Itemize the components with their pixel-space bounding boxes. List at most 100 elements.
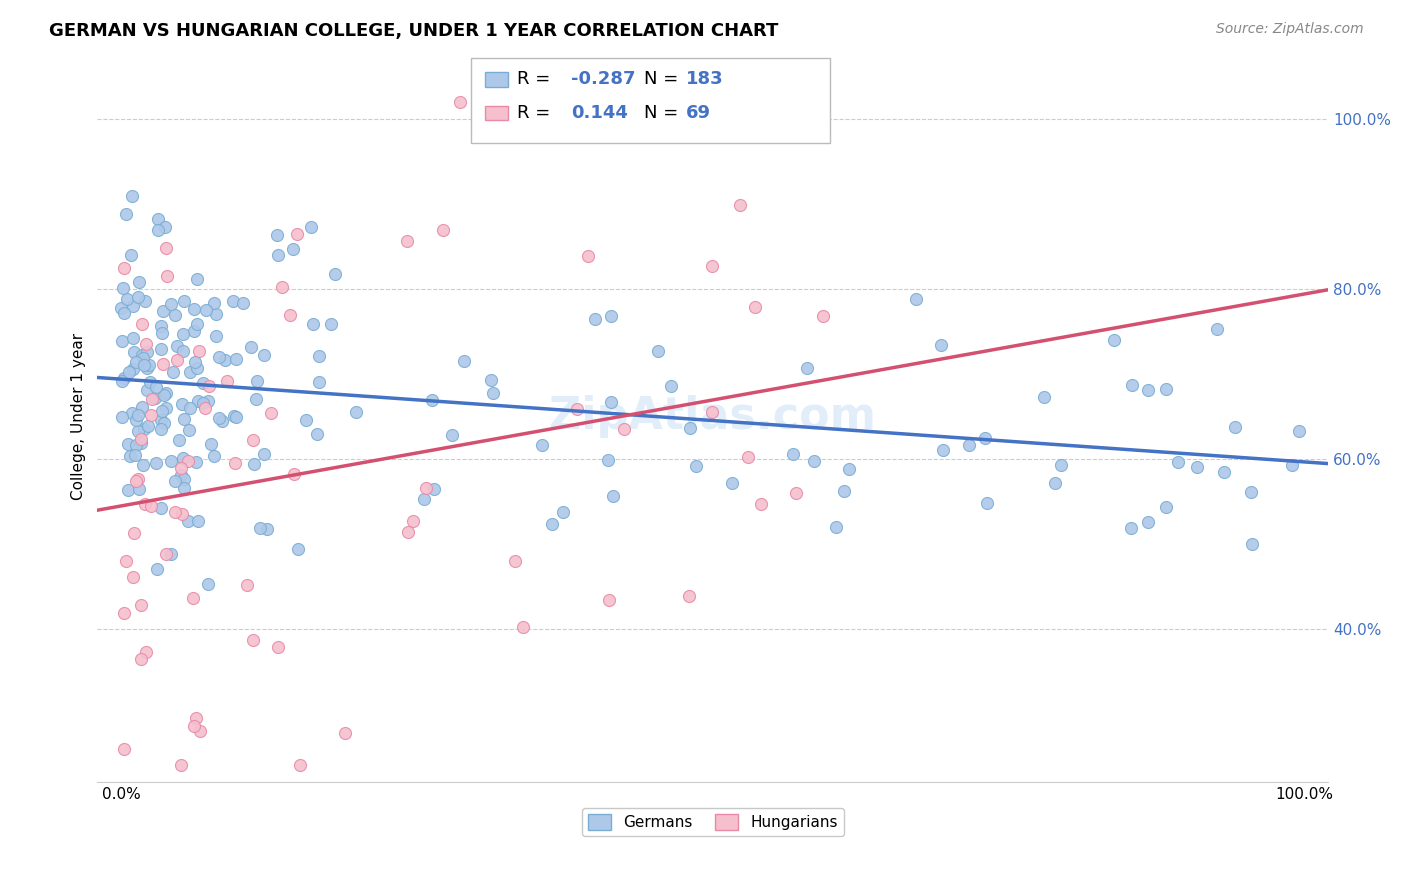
Point xyxy=(128,276,150,290)
Point xyxy=(702,405,724,419)
Point xyxy=(163,474,186,488)
Point xyxy=(1045,475,1067,490)
Point xyxy=(134,293,156,308)
Point xyxy=(135,337,157,351)
Point xyxy=(132,351,155,365)
Point xyxy=(138,376,160,390)
Point xyxy=(135,360,157,375)
Point xyxy=(135,383,157,397)
Point xyxy=(302,317,325,331)
Point xyxy=(112,742,135,756)
Point xyxy=(122,330,145,344)
Text: 0.144: 0.144 xyxy=(571,104,627,122)
Point xyxy=(121,361,143,376)
Point xyxy=(155,220,177,235)
Text: R =: R = xyxy=(517,70,557,88)
Point xyxy=(150,422,173,436)
Point xyxy=(415,481,437,495)
Point xyxy=(135,345,157,359)
Point xyxy=(288,757,311,772)
Point xyxy=(211,414,233,428)
Point xyxy=(149,501,172,516)
Text: GERMAN VS HUNGARIAN COLLEGE, UNDER 1 YEAR CORRELATION CHART: GERMAN VS HUNGARIAN COLLEGE, UNDER 1 YEA… xyxy=(49,22,779,40)
Point xyxy=(242,632,264,647)
Point xyxy=(281,242,304,256)
Point xyxy=(117,483,139,498)
Point xyxy=(583,312,606,326)
Point xyxy=(420,393,443,408)
Point xyxy=(143,391,166,405)
Point xyxy=(271,280,294,294)
Point xyxy=(432,223,454,237)
Point xyxy=(225,351,247,366)
Point xyxy=(170,461,193,475)
Point xyxy=(127,289,149,303)
Point xyxy=(245,392,267,406)
Point xyxy=(214,352,236,367)
Point xyxy=(1225,419,1247,434)
Point xyxy=(423,482,446,496)
Point xyxy=(184,355,207,369)
Point xyxy=(127,472,149,486)
Point xyxy=(155,547,177,561)
Point xyxy=(177,423,200,437)
Point xyxy=(659,379,682,393)
Point xyxy=(136,418,159,433)
Point xyxy=(929,337,952,351)
Point xyxy=(121,570,143,584)
Point xyxy=(287,542,309,557)
Point xyxy=(124,475,146,489)
Point xyxy=(191,396,214,410)
Point xyxy=(131,348,153,362)
Text: N =: N = xyxy=(644,104,683,122)
Point xyxy=(150,326,173,340)
Point xyxy=(253,348,276,362)
Point xyxy=(215,374,238,388)
Point xyxy=(172,450,194,465)
Point xyxy=(170,508,193,522)
Point xyxy=(111,375,134,389)
Point xyxy=(163,505,186,519)
Point xyxy=(172,343,194,358)
Point xyxy=(751,497,773,511)
Point xyxy=(125,438,148,452)
Point xyxy=(412,492,434,507)
Point xyxy=(173,411,195,425)
Point xyxy=(1212,465,1234,479)
Point xyxy=(145,380,167,394)
Point xyxy=(172,327,194,342)
Point xyxy=(503,554,526,568)
Point xyxy=(122,345,145,359)
Point xyxy=(1154,500,1177,514)
Point xyxy=(323,267,346,281)
Point xyxy=(141,392,163,406)
Point xyxy=(156,268,179,283)
Point xyxy=(224,409,246,423)
Point xyxy=(150,413,173,427)
Point xyxy=(112,371,135,385)
Point xyxy=(530,437,553,451)
Point xyxy=(479,373,502,387)
Point xyxy=(181,591,204,606)
Point xyxy=(173,481,195,495)
Point xyxy=(122,299,145,313)
Point xyxy=(453,354,475,368)
Point xyxy=(728,197,751,211)
Point xyxy=(685,459,707,474)
Point xyxy=(183,324,205,338)
Point xyxy=(904,292,927,306)
Point xyxy=(110,301,132,315)
Point xyxy=(931,443,953,458)
Text: N =: N = xyxy=(644,70,683,88)
Point xyxy=(188,724,211,739)
Point xyxy=(183,301,205,316)
Point xyxy=(186,711,208,725)
Point xyxy=(402,514,425,528)
Point xyxy=(153,416,176,430)
Point xyxy=(1167,455,1189,469)
Point xyxy=(396,234,419,248)
Point xyxy=(139,408,162,422)
Point xyxy=(205,307,228,321)
Point xyxy=(600,395,623,409)
Point xyxy=(112,606,135,620)
